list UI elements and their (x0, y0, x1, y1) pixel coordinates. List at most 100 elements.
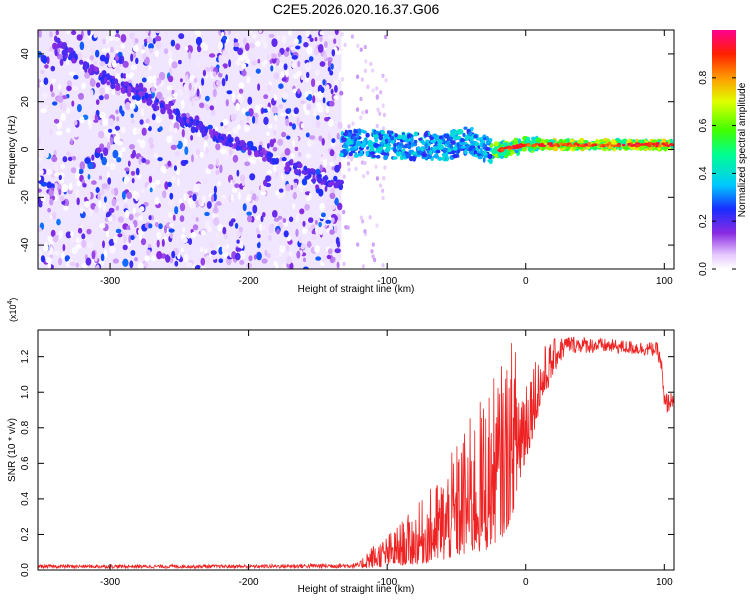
noise-speck (255, 68, 261, 74)
signal-point (482, 157, 486, 163)
noise-speck (334, 164, 340, 173)
noise-speck (38, 227, 42, 233)
noise-speck (347, 167, 351, 172)
doppler-trace-point (248, 140, 254, 148)
noise-speck (305, 153, 312, 159)
noise-speck (331, 49, 336, 57)
noise-speck (106, 162, 110, 167)
colorbar: 0.0 0.2 0.4 0.6 0.8 Normalized spectral ampl… (698, 30, 748, 276)
doppler-trace-point (127, 91, 132, 97)
noise-speck (244, 124, 250, 133)
noise-speck (313, 47, 319, 56)
noise-speck (164, 225, 167, 234)
noise-speck (84, 200, 90, 208)
noise-speck (54, 194, 58, 202)
noise-speck (261, 258, 268, 264)
noise-speck (169, 257, 174, 264)
snr-series-line (38, 336, 674, 570)
noise-speck (49, 31, 53, 38)
noise-speck (233, 45, 239, 52)
noise-speck (277, 52, 282, 58)
noise-speck (81, 233, 86, 240)
noise-speck (339, 210, 343, 215)
noise-speck (57, 96, 64, 103)
noise-speck (124, 209, 130, 219)
noise-speck (147, 147, 154, 155)
signal-point (535, 137, 542, 143)
noise-speck (189, 88, 194, 98)
noise-speck (238, 226, 243, 233)
noise-speck (324, 117, 330, 122)
noise-speck (129, 260, 134, 269)
signal-point (483, 152, 488, 156)
noise-speck (49, 128, 53, 136)
noise-speck (222, 35, 228, 41)
noise-speck (314, 37, 318, 42)
noise-speck (155, 116, 162, 124)
doppler-trace-point (306, 170, 313, 175)
noise-speck (53, 251, 60, 256)
signal-peak (664, 142, 669, 145)
noise-speck (287, 108, 292, 114)
noise-speck (122, 60, 129, 68)
snr-marks (38, 336, 674, 570)
doppler-trace-point (179, 120, 185, 128)
noise-speck (381, 195, 385, 201)
snr-y-tick-label: 0.6 (20, 456, 31, 470)
noise-speck (330, 88, 334, 95)
signal-point (434, 153, 439, 159)
doppler-trace-point (224, 141, 230, 147)
noise-speck (365, 109, 369, 114)
noise-speck (99, 87, 105, 96)
noise-speck (249, 173, 256, 181)
noise-speck (98, 175, 103, 180)
noise-speck (311, 78, 316, 87)
noise-speck (275, 190, 280, 196)
noise-speck (38, 169, 44, 175)
signal-point (365, 150, 369, 157)
noise-speck (201, 77, 205, 86)
noise-speck (76, 179, 82, 187)
doppler-trace-point (293, 162, 298, 167)
noise-speck (203, 178, 208, 184)
noise-speck (361, 110, 365, 115)
snr-panel: -300 -200 -100 0 100 0.0 0.2 0.4 0.6 0.8 1.0 1.2 H… (7, 298, 675, 595)
noise-speck (42, 244, 49, 252)
noise-speck (183, 138, 188, 147)
signal-point (444, 151, 449, 157)
noise-speck (138, 156, 142, 165)
noise-speck (315, 256, 322, 261)
noise-speck (149, 143, 155, 149)
noise-speck (312, 107, 318, 114)
noise-speck (175, 43, 181, 51)
noise-speck (139, 139, 146, 149)
noise-speck (340, 32, 344, 37)
noise-speck (323, 51, 328, 60)
noise-speck (363, 44, 367, 50)
noise-speck (212, 88, 217, 98)
noise-speck (314, 226, 319, 235)
doppler-trace-point (102, 70, 107, 76)
noise-speck (241, 181, 245, 187)
noise-speck (278, 83, 284, 89)
noise-speck (192, 193, 197, 202)
noise-speck (199, 246, 204, 253)
noise-speck (77, 227, 83, 234)
noise-speck (260, 191, 267, 196)
noise-speck (73, 120, 78, 126)
noise-speck (209, 105, 215, 111)
noise-speck (145, 30, 150, 34)
noise-speck (371, 88, 375, 93)
noise-speck (281, 263, 288, 269)
noise-speck (319, 30, 325, 36)
noise-speck (86, 191, 91, 200)
noise-speck (169, 232, 173, 239)
noise-speck (140, 108, 145, 117)
doppler-trace-point (74, 55, 78, 61)
noise-speck (79, 116, 85, 124)
noise-speck (222, 226, 227, 235)
noise-speck (271, 106, 279, 114)
noise-speck (205, 146, 209, 155)
doppler-trace-point (93, 66, 100, 72)
noise-speck (199, 102, 205, 109)
